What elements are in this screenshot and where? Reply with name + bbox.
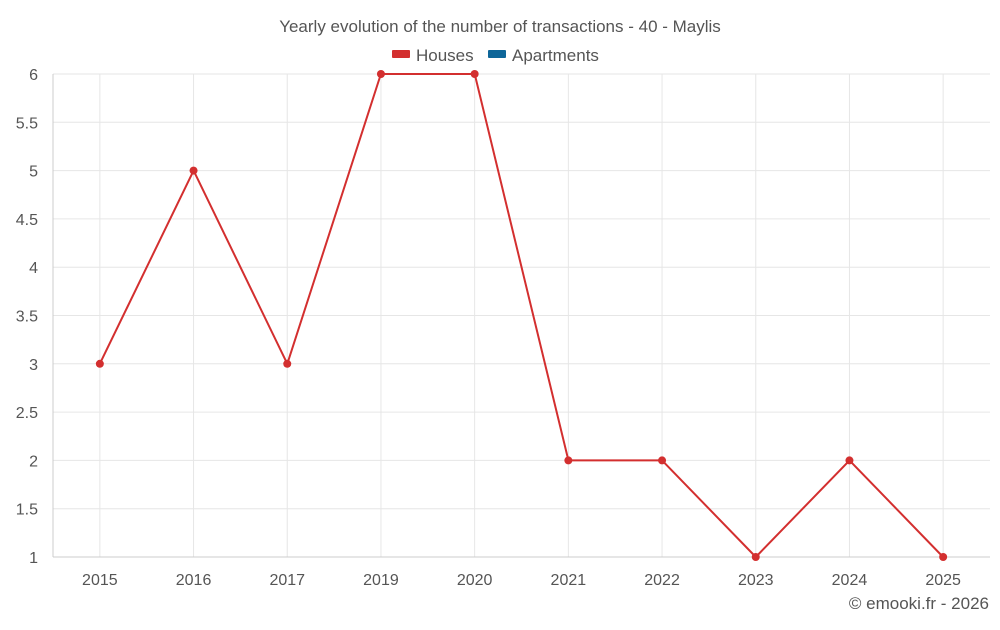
y-tick-label: 6 — [29, 67, 38, 84]
y-tick-label: 4.5 — [16, 212, 38, 229]
data-point-houses-2016[interactable] — [189, 166, 198, 175]
legend-swatch-apartments — [488, 50, 506, 58]
y-tick-label: 2 — [29, 453, 38, 470]
series-line-houses — [98, 73, 944, 558]
x-tick-label: 2017 — [269, 572, 305, 589]
legend-label-apartments: Apartments — [512, 46, 599, 65]
data-point-houses-2024[interactable] — [845, 456, 854, 465]
x-tick-label: 2024 — [832, 572, 868, 589]
y-tick-label: 2.5 — [16, 405, 38, 422]
y-tick-label: 5.5 — [16, 115, 38, 132]
x-tick-label: 2021 — [551, 572, 587, 589]
x-tick-label: 2019 — [363, 572, 399, 589]
data-point-houses-2020[interactable] — [470, 70, 479, 78]
legend-item-houses[interactable]: Houses — [392, 46, 474, 65]
x-tick-label: 2020 — [457, 572, 493, 589]
x-tick-label: 2016 — [176, 572, 212, 589]
y-axis: 1 1.5 2 2.5 3 3.5 4 4.5 5 5.5 6 — [16, 67, 54, 567]
grid — [53, 73, 990, 558]
credit-text: © emooki.fr - 2026 — [849, 594, 989, 613]
data-point-houses-2021[interactable] — [564, 456, 573, 465]
y-tick-label: 5 — [29, 164, 38, 181]
y-tick-label: 3 — [29, 357, 38, 374]
data-point-houses-2019[interactable] — [376, 70, 385, 78]
x-axis: 2015 2016 2017 2019 2020 2021 2022 2023 2024 2025 — [53, 556, 990, 589]
chart-title: Yearly evolution of the number of transa… — [279, 17, 721, 36]
series-houses — [95, 70, 948, 561]
data-point-houses-2022[interactable] — [658, 456, 667, 465]
x-tick-label: 2022 — [644, 572, 680, 589]
data-point-houses-2025[interactable] — [939, 553, 948, 561]
legend-label-houses: Houses — [416, 46, 474, 65]
y-tick-label: 1 — [29, 550, 38, 567]
legend-item-apartments[interactable]: Apartments — [488, 46, 599, 65]
legend[interactable]: Houses Apartments — [392, 46, 599, 65]
x-tick-label: 2025 — [925, 572, 961, 589]
x-tick-label: 2015 — [82, 572, 118, 589]
data-point-houses-2017[interactable] — [283, 359, 292, 368]
data-point-houses-2015[interactable] — [95, 359, 104, 368]
y-tick-label: 1.5 — [16, 502, 38, 519]
x-tick-label: 2023 — [738, 572, 774, 589]
y-tick-label: 3.5 — [16, 309, 38, 326]
data-point-houses-2023[interactable] — [751, 553, 760, 561]
legend-swatch-houses — [392, 50, 410, 58]
y-tick-label: 4 — [29, 260, 38, 277]
